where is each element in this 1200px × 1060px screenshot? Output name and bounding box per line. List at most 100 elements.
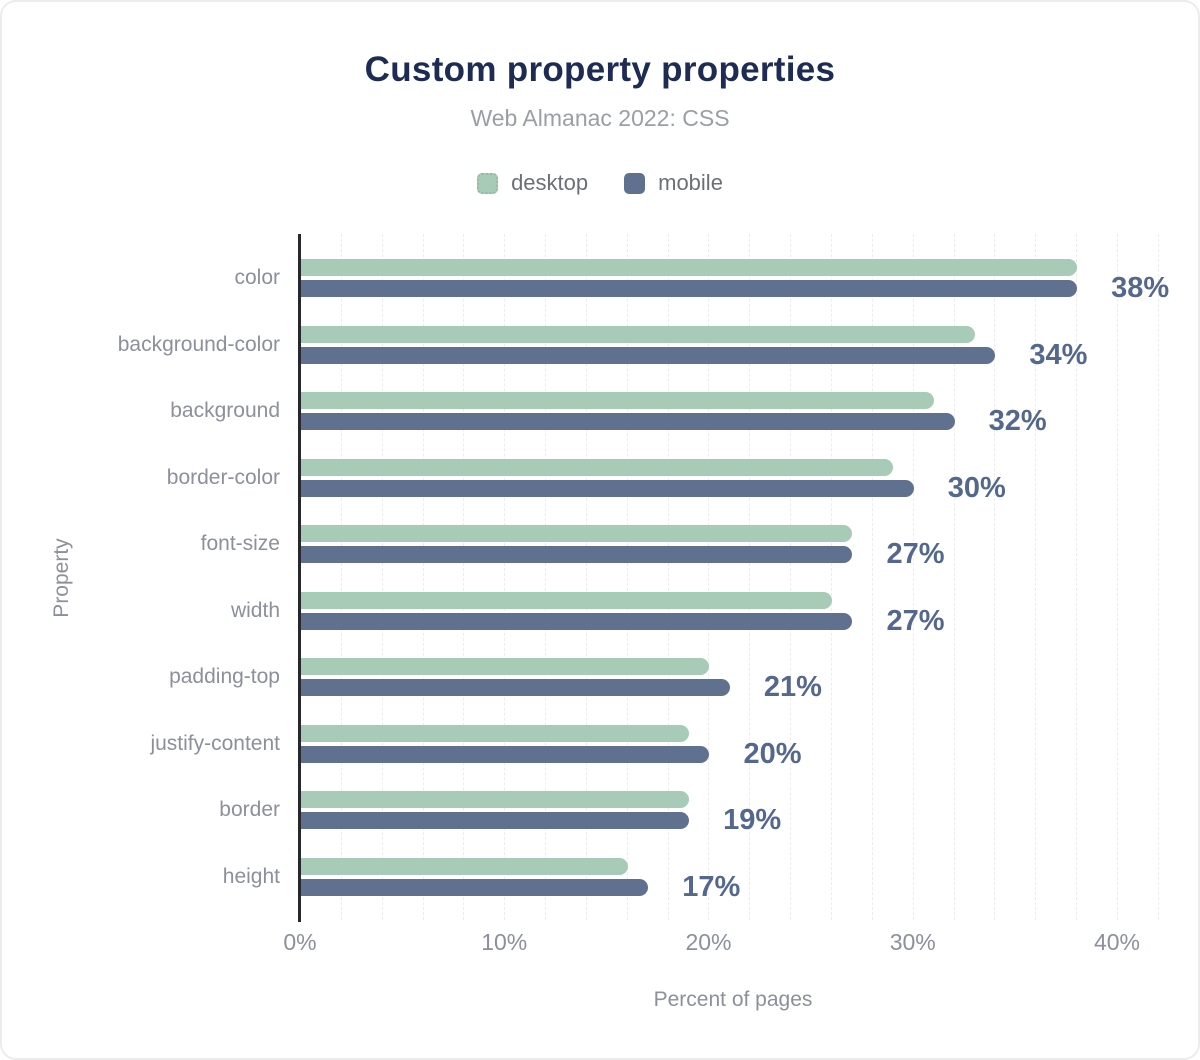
chart-row-border: border 19% bbox=[2, 777, 1198, 844]
bar-group: 30% bbox=[301, 458, 1198, 504]
bar-mobile-padding-top bbox=[301, 679, 730, 697]
gridline bbox=[545, 234, 547, 920]
category-label: color bbox=[234, 266, 280, 290]
gridline bbox=[422, 234, 424, 920]
bar-line-mobile: 27% bbox=[301, 604, 1198, 637]
value-label: 34% bbox=[1029, 338, 1088, 371]
value-label: 38% bbox=[1111, 272, 1170, 305]
chart-row-padding-top: padding-top 21% bbox=[2, 644, 1198, 711]
bar-mobile-background bbox=[301, 413, 955, 431]
category-label: font-size bbox=[200, 532, 280, 556]
bar-desktop-border bbox=[301, 791, 690, 809]
gridline bbox=[831, 234, 833, 920]
bar-line-desktop bbox=[301, 525, 1198, 543]
bar-line-mobile: 32% bbox=[301, 405, 1198, 438]
value-label: 27% bbox=[886, 604, 945, 637]
y-axis-line bbox=[298, 234, 301, 922]
category-label: border-color bbox=[166, 465, 280, 489]
gridline bbox=[463, 234, 465, 920]
legend-swatch-mobile bbox=[624, 172, 646, 194]
chart-row-color: color 38% bbox=[2, 245, 1198, 312]
bar-desktop-background-color bbox=[301, 325, 975, 343]
bar-mobile-height bbox=[301, 878, 649, 896]
category-label: justify-content bbox=[150, 731, 280, 755]
chart-row-justify-content: justify-content 20% bbox=[2, 711, 1198, 778]
chart-row-background: background 32% bbox=[2, 378, 1198, 445]
gridline bbox=[1116, 234, 1118, 920]
bar-line-mobile: 17% bbox=[301, 870, 1198, 903]
category-label: width bbox=[230, 598, 280, 622]
x-tick-label: 20% bbox=[685, 929, 732, 955]
gridline bbox=[912, 234, 914, 920]
x-axis-title: Percent of pages bbox=[653, 988, 813, 1011]
gridline bbox=[953, 234, 955, 920]
category-label: background-color bbox=[117, 332, 280, 356]
value-label: 21% bbox=[763, 671, 822, 704]
legend-item-desktop[interactable]: desktop bbox=[477, 170, 588, 196]
bar-line-desktop bbox=[301, 791, 1198, 809]
category-label: padding-top bbox=[169, 665, 280, 689]
bar-line-desktop bbox=[301, 325, 1198, 343]
gridline bbox=[1035, 234, 1037, 920]
bar-line-desktop bbox=[301, 724, 1198, 742]
chart-title: Custom property properties bbox=[364, 50, 836, 89]
bar-group: 34% bbox=[301, 325, 1198, 371]
gridline bbox=[585, 234, 587, 920]
x-tick-label: 0% bbox=[283, 929, 317, 955]
bar-line-desktop bbox=[301, 259, 1198, 277]
bar-line-mobile: 38% bbox=[301, 272, 1198, 305]
value-label: 20% bbox=[743, 737, 802, 770]
y-axis-title: Property bbox=[50, 538, 73, 618]
legend-label-mobile: mobile bbox=[658, 170, 723, 195]
gridline bbox=[1157, 234, 1159, 920]
bar-group: 32% bbox=[301, 392, 1198, 438]
bar-mobile-width bbox=[301, 612, 853, 630]
bar-line-mobile: 34% bbox=[301, 338, 1198, 371]
bar-desktop-padding-top bbox=[301, 658, 710, 676]
x-tick-label: 40% bbox=[1093, 929, 1140, 955]
bar-desktop-height bbox=[301, 857, 628, 875]
bar-group: 38% bbox=[301, 259, 1198, 305]
gridline bbox=[708, 234, 710, 920]
legend-label-desktop: desktop bbox=[511, 170, 589, 195]
bar-line-mobile: 30% bbox=[301, 471, 1198, 504]
value-label: 19% bbox=[723, 804, 782, 837]
chart-row-font-size: font-size 27% bbox=[2, 511, 1198, 578]
bar-mobile-background-color bbox=[301, 346, 996, 364]
bar-line-mobile: 27% bbox=[301, 538, 1198, 571]
bar-group: 21% bbox=[301, 658, 1198, 704]
bar-group: 27% bbox=[301, 591, 1198, 637]
bar-desktop-width bbox=[301, 591, 833, 609]
bar-group: 20% bbox=[301, 724, 1198, 770]
legend-item-mobile[interactable]: mobile bbox=[624, 170, 723, 196]
chart-subtitle: Web Almanac 2022: CSS bbox=[470, 105, 730, 131]
chart-row-background-color: background-color 34% bbox=[2, 312, 1198, 379]
value-label: 30% bbox=[947, 471, 1006, 504]
bar-desktop-background bbox=[301, 392, 935, 410]
bar-line-mobile: 19% bbox=[301, 804, 1198, 837]
value-label: 27% bbox=[886, 538, 945, 571]
plot-area bbox=[300, 234, 1166, 922]
bar-rows: color 38% background-color 34% background 32%… bbox=[2, 245, 1198, 911]
chart-row-border-color: border-color 30% bbox=[2, 445, 1198, 512]
gridline bbox=[340, 234, 342, 920]
bar-line-desktop bbox=[301, 857, 1198, 875]
chart-row-width: width 27% bbox=[2, 578, 1198, 645]
bar-mobile-font-size bbox=[301, 546, 853, 564]
bar-group: 27% bbox=[301, 525, 1198, 571]
bar-line-desktop bbox=[301, 591, 1198, 609]
bar-desktop-color bbox=[301, 259, 1078, 277]
chart-row-height: height 17% bbox=[2, 844, 1198, 911]
value-label: 17% bbox=[682, 870, 741, 903]
category-label: background bbox=[170, 399, 280, 423]
value-label: 32% bbox=[988, 405, 1047, 438]
gridline bbox=[381, 234, 383, 920]
gridline bbox=[667, 234, 669, 920]
gridline bbox=[1076, 234, 1078, 920]
bar-line-desktop bbox=[301, 392, 1198, 410]
bar-desktop-font-size bbox=[301, 525, 853, 543]
gridline bbox=[504, 234, 506, 920]
category-label: border bbox=[219, 798, 280, 822]
bar-group: 17% bbox=[301, 857, 1198, 903]
